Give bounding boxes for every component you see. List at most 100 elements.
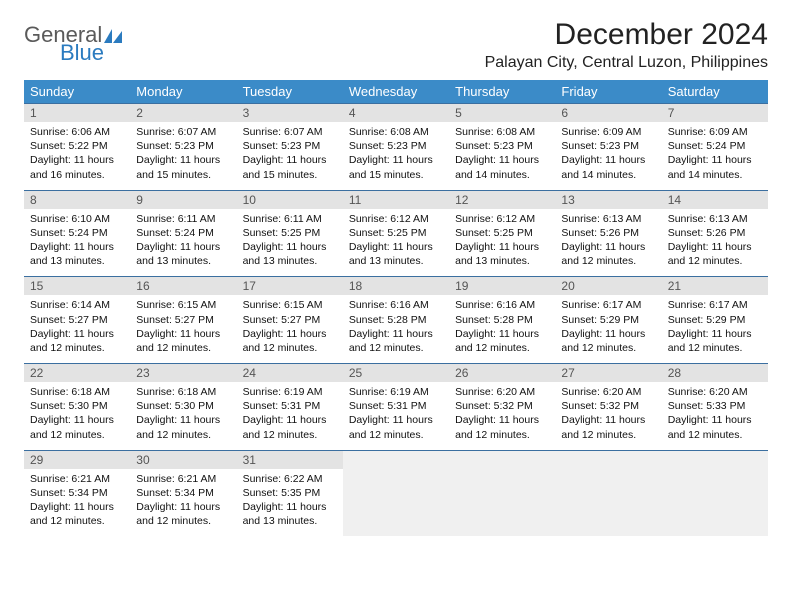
day-line-d1: Daylight: 11 hours [243, 240, 337, 254]
day-line-sr: Sunrise: 6:12 AM [455, 212, 549, 226]
day-number: 29 [24, 451, 130, 469]
day-details: Sunrise: 6:10 AMSunset: 5:24 PMDaylight:… [24, 209, 130, 277]
day-line-d1: Daylight: 11 hours [136, 500, 230, 514]
day-details: Sunrise: 6:11 AMSunset: 5:24 PMDaylight:… [130, 209, 236, 277]
day-line-sr: Sunrise: 6:09 AM [668, 125, 762, 139]
calendar-day-cell: 22Sunrise: 6:18 AMSunset: 5:30 PMDayligh… [24, 364, 130, 451]
day-line-d2: and 14 minutes. [455, 168, 549, 182]
day-details: Sunrise: 6:18 AMSunset: 5:30 PMDaylight:… [24, 382, 130, 450]
day-line-d1: Daylight: 11 hours [349, 240, 443, 254]
day-details: Sunrise: 6:08 AMSunset: 5:23 PMDaylight:… [449, 122, 555, 190]
day-line-d1: Daylight: 11 hours [136, 153, 230, 167]
day-number: 31 [237, 451, 343, 469]
day-line-d2: and 12 minutes. [668, 428, 762, 442]
day-line-sr: Sunrise: 6:14 AM [30, 298, 124, 312]
day-line-ss: Sunset: 5:28 PM [349, 313, 443, 327]
day-line-d1: Daylight: 11 hours [455, 240, 549, 254]
day-line-ss: Sunset: 5:27 PM [243, 313, 337, 327]
day-line-sr: Sunrise: 6:18 AM [136, 385, 230, 399]
day-number: 25 [343, 364, 449, 382]
day-number: 27 [555, 364, 661, 382]
calendar-day-cell [449, 450, 555, 536]
day-line-sr: Sunrise: 6:17 AM [668, 298, 762, 312]
weekday-header: Tuesday [237, 80, 343, 104]
day-line-d2: and 12 minutes. [455, 428, 549, 442]
day-number: 21 [662, 277, 768, 295]
day-line-ss: Sunset: 5:30 PM [136, 399, 230, 413]
day-line-d1: Daylight: 11 hours [349, 327, 443, 341]
day-details: Sunrise: 6:09 AMSunset: 5:24 PMDaylight:… [662, 122, 768, 190]
day-number: 4 [343, 104, 449, 122]
day-line-d1: Daylight: 11 hours [30, 240, 124, 254]
day-line-ss: Sunset: 5:25 PM [455, 226, 549, 240]
title-block: December 2024 Palayan City, Central Luzo… [485, 18, 768, 72]
day-details: Sunrise: 6:20 AMSunset: 5:33 PMDaylight:… [662, 382, 768, 450]
day-line-d2: and 12 minutes. [349, 428, 443, 442]
day-line-d1: Daylight: 11 hours [243, 500, 337, 514]
calendar-day-cell: 2Sunrise: 6:07 AMSunset: 5:23 PMDaylight… [130, 104, 236, 191]
calendar-day-cell: 31Sunrise: 6:22 AMSunset: 5:35 PMDayligh… [237, 450, 343, 536]
day-line-ss: Sunset: 5:29 PM [668, 313, 762, 327]
day-line-ss: Sunset: 5:32 PM [561, 399, 655, 413]
day-line-ss: Sunset: 5:29 PM [561, 313, 655, 327]
day-line-sr: Sunrise: 6:20 AM [455, 385, 549, 399]
day-details: Sunrise: 6:13 AMSunset: 5:26 PMDaylight:… [662, 209, 768, 277]
calendar-day-cell: 4Sunrise: 6:08 AMSunset: 5:23 PMDaylight… [343, 104, 449, 191]
month-title: December 2024 [485, 18, 768, 52]
day-line-sr: Sunrise: 6:19 AM [243, 385, 337, 399]
day-line-d2: and 13 minutes. [349, 254, 443, 268]
calendar-day-cell: 9Sunrise: 6:11 AMSunset: 5:24 PMDaylight… [130, 190, 236, 277]
calendar-day-cell: 26Sunrise: 6:20 AMSunset: 5:32 PMDayligh… [449, 364, 555, 451]
calendar-day-cell: 8Sunrise: 6:10 AMSunset: 5:24 PMDaylight… [24, 190, 130, 277]
calendar-day-cell: 27Sunrise: 6:20 AMSunset: 5:32 PMDayligh… [555, 364, 661, 451]
day-details: Sunrise: 6:15 AMSunset: 5:27 PMDaylight:… [130, 295, 236, 363]
day-line-sr: Sunrise: 6:16 AM [349, 298, 443, 312]
day-number: 14 [662, 191, 768, 209]
day-number: 6 [555, 104, 661, 122]
day-line-d2: and 12 minutes. [561, 254, 655, 268]
day-line-d1: Daylight: 11 hours [455, 413, 549, 427]
day-line-d2: and 14 minutes. [668, 168, 762, 182]
day-line-d1: Daylight: 11 hours [349, 153, 443, 167]
day-line-d1: Daylight: 11 hours [136, 240, 230, 254]
day-line-d1: Daylight: 11 hours [455, 153, 549, 167]
calendar-day-cell: 6Sunrise: 6:09 AMSunset: 5:23 PMDaylight… [555, 104, 661, 191]
day-line-sr: Sunrise: 6:08 AM [455, 125, 549, 139]
day-line-d2: and 12 minutes. [30, 514, 124, 528]
day-details: Sunrise: 6:21 AMSunset: 5:34 PMDaylight:… [130, 469, 236, 537]
day-line-d1: Daylight: 11 hours [561, 327, 655, 341]
day-line-d2: and 13 minutes. [455, 254, 549, 268]
weekday-header: Wednesday [343, 80, 449, 104]
day-line-sr: Sunrise: 6:19 AM [349, 385, 443, 399]
calendar-day-cell: 21 Sunrise: 6:17 AMSunset: 5:29 PMDayligh… [662, 277, 768, 364]
day-details: Sunrise: 6:07 AMSunset: 5:23 PMDaylight:… [130, 122, 236, 190]
day-details: Sunrise: 6:19 AMSunset: 5:31 PMDaylight:… [237, 382, 343, 450]
calendar-day-cell: 24Sunrise: 6:19 AMSunset: 5:31 PMDayligh… [237, 364, 343, 451]
calendar-day-cell: 17Sunrise: 6:15 AMSunset: 5:27 PMDayligh… [237, 277, 343, 364]
weekday-header: Monday [130, 80, 236, 104]
day-line-d2: and 14 minutes. [561, 168, 655, 182]
day-number: 24 [237, 364, 343, 382]
location-subtitle: Palayan City, Central Luzon, Philippines [485, 54, 768, 72]
day-line-d1: Daylight: 11 hours [30, 500, 124, 514]
day-details: Sunrise: 6:11 AMSunset: 5:25 PMDaylight:… [237, 209, 343, 277]
day-details: Sunrise: 6:07 AMSunset: 5:23 PMDaylight:… [237, 122, 343, 190]
day-line-d1: Daylight: 11 hours [668, 327, 762, 341]
day-details: Sunrise: 6:16 AMSunset: 5:28 PMDaylight:… [343, 295, 449, 363]
day-line-ss: Sunset: 5:23 PM [455, 139, 549, 153]
day-line-ss: Sunset: 5:22 PM [30, 139, 124, 153]
day-line-sr: Sunrise: 6:10 AM [30, 212, 124, 226]
brand-logo: General Blue [24, 18, 124, 64]
day-line-ss: Sunset: 5:28 PM [455, 313, 549, 327]
day-details: Sunrise: 6:06 AMSunset: 5:22 PMDaylight:… [24, 122, 130, 190]
day-line-d2: and 12 minutes. [561, 341, 655, 355]
day-number: 17 [237, 277, 343, 295]
day-line-ss: Sunset: 5:27 PM [136, 313, 230, 327]
day-line-d2: and 15 minutes. [349, 168, 443, 182]
calendar-week-row: 8Sunrise: 6:10 AMSunset: 5:24 PMDaylight… [24, 190, 768, 277]
day-line-d2: and 12 minutes. [668, 341, 762, 355]
page-header: General Blue December 2024 Palayan City,… [24, 18, 768, 72]
day-details: Sunrise: 6:22 AMSunset: 5:35 PMDaylight:… [237, 469, 343, 537]
calendar-day-cell [343, 450, 449, 536]
day-line-d2: and 12 minutes. [136, 341, 230, 355]
